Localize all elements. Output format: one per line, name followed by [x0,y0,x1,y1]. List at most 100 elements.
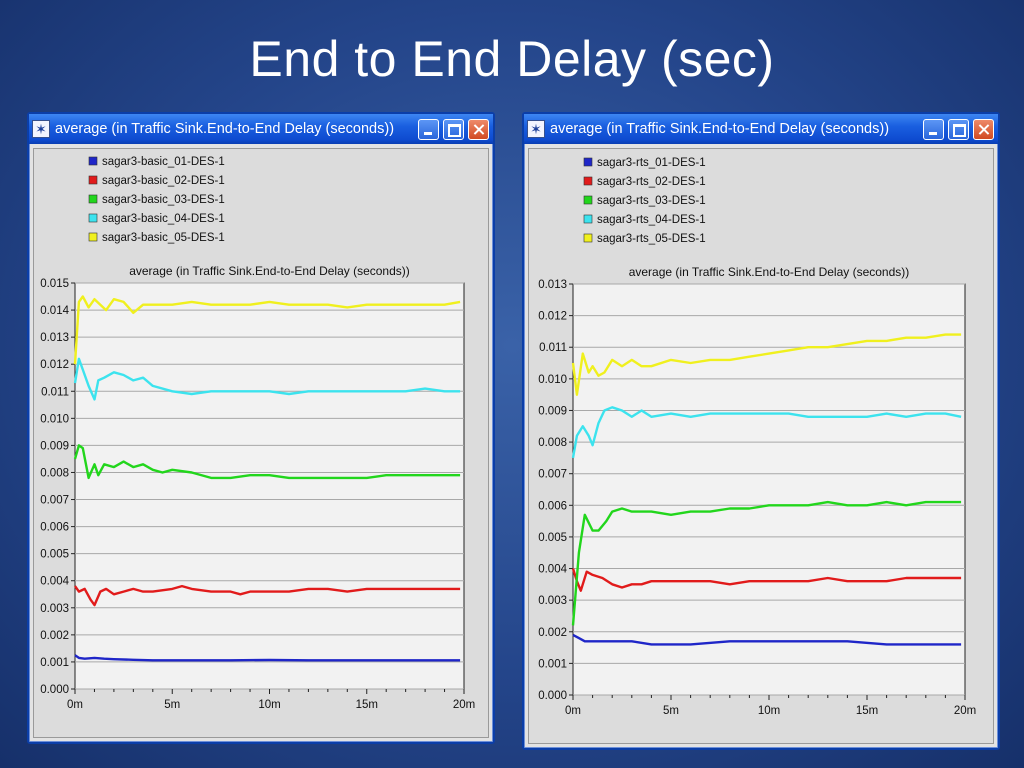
y-tick-label: 0.011 [41,386,69,398]
window-title: average (in Traffic Sink.End-to-End Dela… [55,121,395,137]
legend-swatch [583,195,593,205]
legend-swatch [88,175,98,185]
y-tick-label: 0.005 [538,532,567,544]
legend-label: sagar3-basic_01-DES-1 [102,156,225,168]
y-tick-label: 0.011 [539,342,567,354]
series-line [571,568,962,592]
series-line [73,295,461,365]
series-line [572,633,962,646]
legend-entry: sagar3-basic_04-DES-1 [88,213,225,225]
legend-entry: sagar3-rts_03-DES-1 [583,195,706,207]
y-tick-label: 0.008 [40,467,69,479]
window-titlebar[interactable]: ✶ average (in Traffic Sink.End-to-End De… [524,114,998,144]
y-tick-label: 0.000 [538,690,567,702]
legend-swatch [583,176,593,186]
legend-label: sagar3-rts_04-DES-1 [597,214,706,226]
legend-entry: sagar3-basic_03-DES-1 [88,194,225,206]
legend-swatch [88,213,98,223]
legend-label: sagar3-basic_04-DES-1 [102,213,225,225]
plot-area [572,283,966,696]
close-button[interactable] [973,119,994,140]
y-tick-label: 0.007 [40,495,69,507]
delay-chart-rts: sagar3-rts_01-DES-1 sagar3-rts_02-DES-1sa… [538,157,976,717]
window-titlebar[interactable]: ✶ average (in Traffic Sink.End-to-End De… [29,114,493,144]
y-tick-label: 0.009 [538,405,567,417]
series-line [73,444,461,480]
legend-label: sagar3-rts_02-DES-1 [597,176,706,188]
y-tick-label: 0.006 [538,500,567,512]
y-tick-label: 0.009 [40,440,69,452]
minimize-button[interactable] [923,119,944,140]
y-tick-label: 0.012 [40,359,69,371]
x-tick-label: 5m [663,705,679,717]
close-button[interactable] [468,119,489,140]
y-tick-label: 0.003 [40,603,69,615]
legend-swatch [583,214,593,224]
series-line [74,584,461,607]
y-tick-label: 0.000 [40,684,69,696]
maximize-button[interactable] [443,119,464,140]
series-line [571,406,962,459]
plot-area [74,282,465,690]
x-tick-label: 0m [67,699,83,711]
legend-entry: sagar3-basic_05-DES-1 [88,232,225,244]
legend-label: sagar3-basic_02-DES-1 [102,175,225,187]
application-icon: ✶ [527,120,545,138]
y-tick-label: 0.014 [40,305,69,317]
legend-entry: sagar3-basic_01-DES-1 [88,156,225,168]
maximize-button[interactable] [948,119,969,140]
series-line [73,357,461,401]
minimize-button[interactable] [418,119,439,140]
y-tick-label: 0.001 [538,658,567,670]
x-tick-label: 15m [356,699,378,711]
series-line [571,333,962,396]
legend-label: sagar3-rts_01-DES-1 [597,157,706,169]
legend-entry: sagar3-rts_04-DES-1 [583,214,706,226]
y-tick-label: 0.003 [538,595,567,607]
y-tick-label: 0.013 [40,332,69,344]
legend-entry: sagar3-basic_02-DES-1 [88,175,225,187]
y-tick-label: 0.010 [538,374,567,386]
legend-swatch [88,156,98,166]
legend-swatch [88,194,98,204]
chart-window-rts[interactable]: ✶ average (in Traffic Sink.End-to-End De… [522,112,1000,750]
y-tick-label: 0.006 [40,522,69,534]
legend-label: sagar3-basic_03-DES-1 [102,194,225,206]
y-tick-label: 0.004 [538,564,567,576]
y-tick-label: 0.002 [538,627,567,639]
y-tick-label: 0.005 [40,549,69,561]
x-tick-label: 0m [565,705,581,717]
x-tick-label: 10m [758,705,780,717]
x-tick-label: 10m [258,699,280,711]
series-line [74,654,461,662]
y-tick-label: 0.010 [40,413,69,425]
legend-swatch [88,232,98,242]
chart-window-basic[interactable]: ✶ average (in Traffic Sink.End-to-End De… [27,112,495,744]
series-line [571,500,962,626]
x-tick-label: 5m [164,699,180,711]
y-tick-label: 0.002 [40,630,69,642]
x-tick-label: 20m [954,705,976,717]
y-tick-label: 0.013 [538,279,567,291]
y-tick-label: 0.008 [538,437,567,449]
delay-chart-basic: sagar3-basic_01-DES-1 sagar3-basic_02-DES… [40,156,475,711]
legend-label: sagar3-rts_05-DES-1 [597,233,706,245]
application-icon: ✶ [32,120,50,138]
chart-title: average (in Traffic Sink.End-to-End Dela… [129,264,410,278]
legend-label: sagar3-basic_05-DES-1 [102,232,225,244]
window-title: average (in Traffic Sink.End-to-End Dela… [550,121,890,137]
x-tick-label: 15m [856,705,878,717]
y-tick-label: 0.015 [40,278,69,290]
y-tick-label: 0.004 [40,576,69,588]
legend-entry: sagar3-rts_02-DES-1 [583,176,706,188]
y-tick-label: 0.007 [538,469,567,481]
legend-swatch [583,157,593,167]
legend-label: sagar3-rts_03-DES-1 [597,195,706,207]
y-tick-label: 0.012 [538,311,567,323]
slide-title: End to End Delay (sec) [249,31,775,87]
window-client-area: sagar3-basic_01-DES-1 sagar3-basic_02-DES… [33,148,489,738]
legend-swatch [583,233,593,243]
legend-entry: sagar3-rts_05-DES-1 [583,233,706,245]
legend-entry: sagar3-rts_01-DES-1 [583,157,706,169]
